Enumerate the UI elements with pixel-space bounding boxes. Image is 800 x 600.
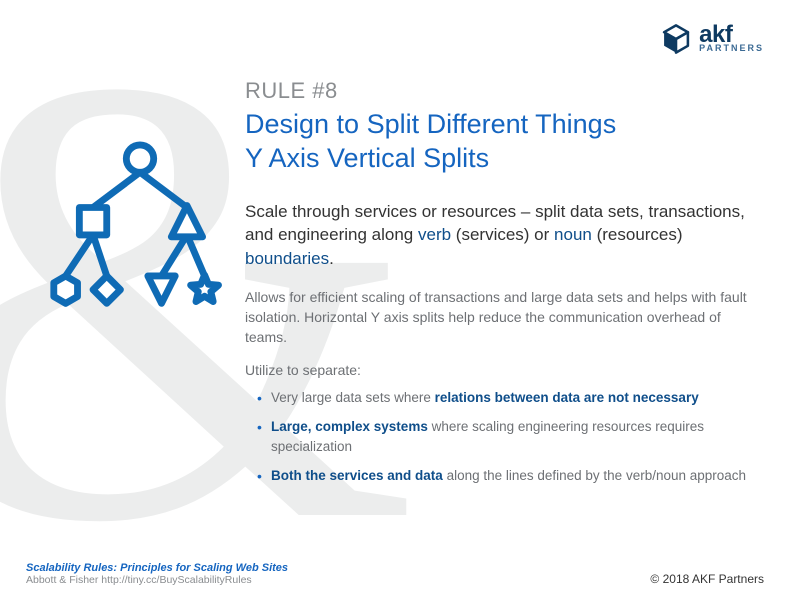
bullet-item: Both the services and data along the lin… (257, 466, 764, 486)
bullets: Very large data sets where relations bet… (245, 388, 764, 486)
utilize-label: Utilize to separate: (245, 362, 764, 378)
title-line2: Y Axis Vertical Splits (245, 143, 489, 173)
copyright: © 2018 AKF Partners (650, 572, 764, 586)
title-line1: Design to Split Different Things (245, 109, 616, 139)
citation-title: Scalability Rules: Principles for Scalin… (26, 562, 288, 574)
logo-akf: akf (699, 25, 764, 45)
rule-title: Design to Split Different Things Y Axis … (245, 108, 764, 176)
bullet-item: Very large data sets where relations bet… (257, 388, 764, 408)
cube-icon (659, 22, 693, 56)
rule-number: RULE #8 (245, 78, 764, 104)
citation-sub: Abbott & Fisher http://tiny.cc/BuyScalab… (26, 574, 288, 586)
summary: Scale through services or resources – sp… (245, 200, 764, 271)
bullet-item: Large, complex systems where scaling eng… (257, 417, 764, 456)
logo-partners: PARTNERS (699, 45, 764, 53)
footer: Scalability Rules: Principles for Scalin… (26, 562, 764, 586)
logo: akf PARTNERS (659, 22, 764, 56)
tree-icon (50, 130, 230, 330)
content: RULE #8 Design to Split Different Things… (245, 78, 764, 496)
description: Allows for efficient scaling of transact… (245, 287, 764, 348)
